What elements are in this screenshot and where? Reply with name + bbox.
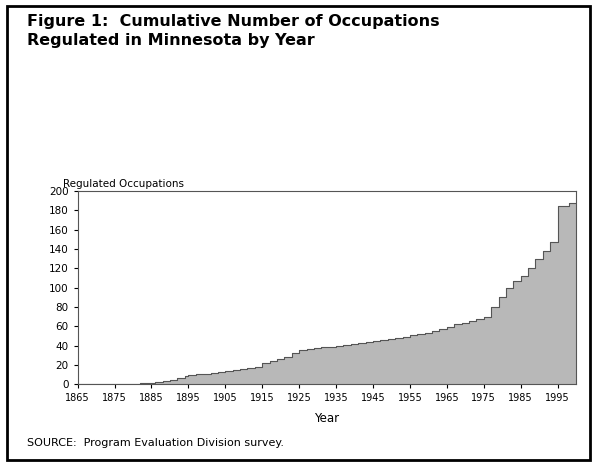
X-axis label: Year: Year bbox=[314, 412, 340, 425]
Text: Regulated Occupations: Regulated Occupations bbox=[63, 179, 184, 189]
Text: Figure 1:  Cumulative Number of Occupations
Regulated in Minnesota by Year: Figure 1: Cumulative Number of Occupatio… bbox=[27, 14, 439, 48]
Text: SOURCE:  Program Evaluation Division survey.: SOURCE: Program Evaluation Division surv… bbox=[27, 439, 284, 448]
